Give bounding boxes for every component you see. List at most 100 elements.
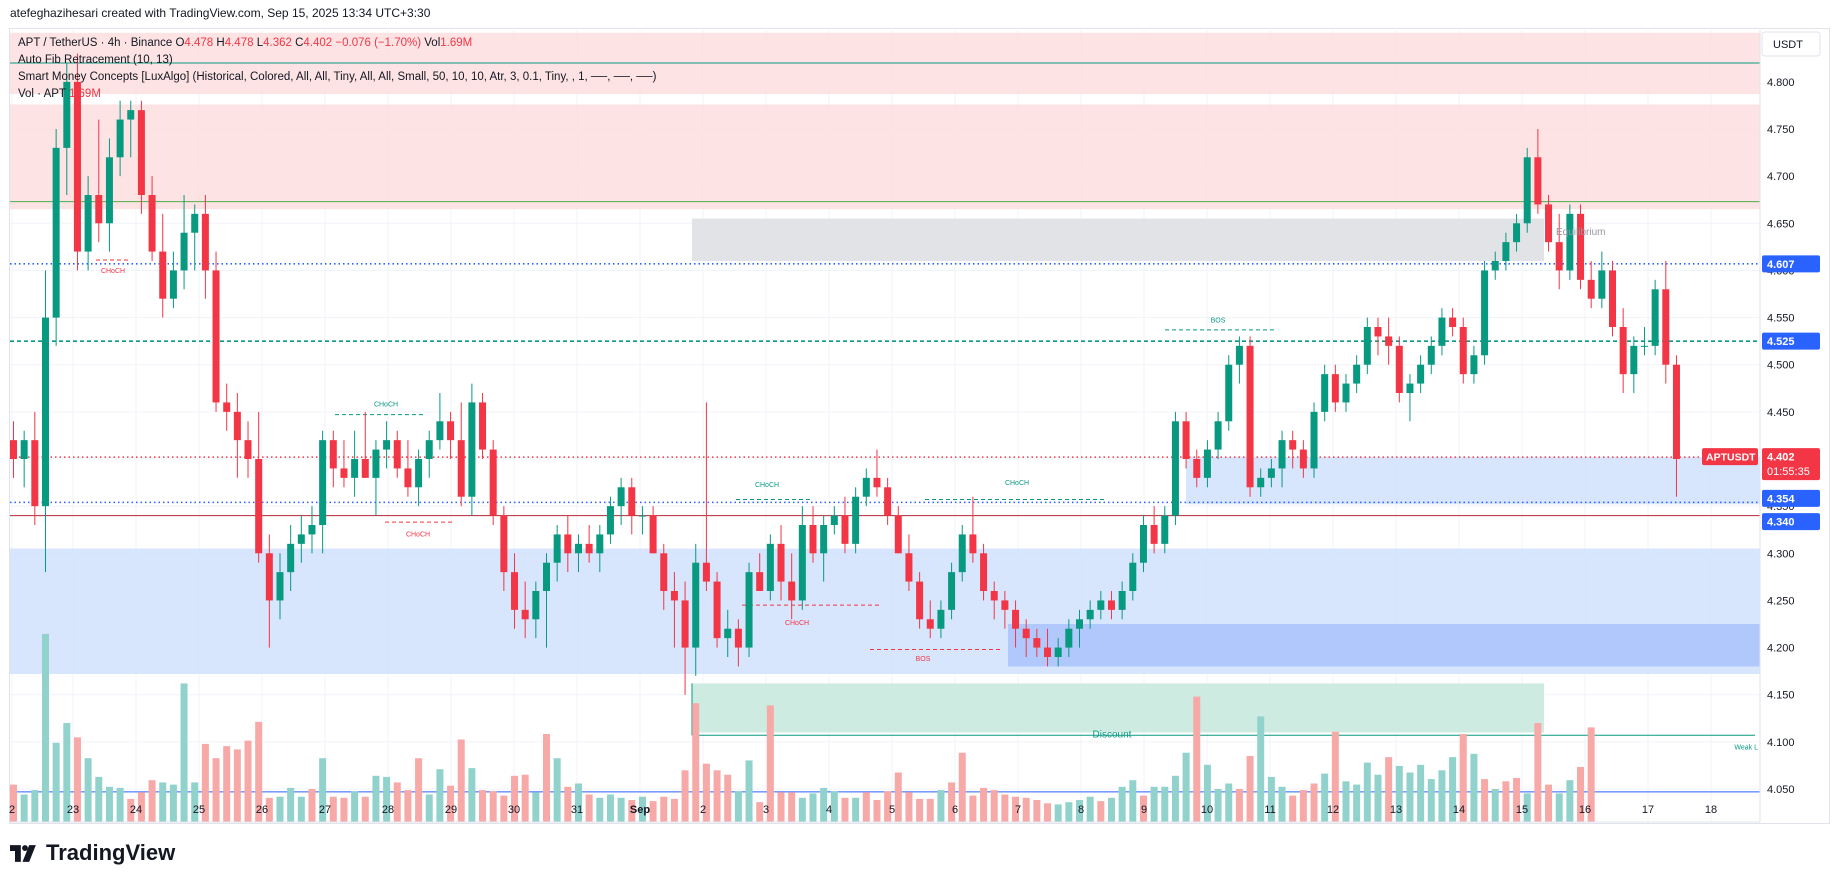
candle-body [553, 534, 561, 563]
volume-bar [468, 768, 476, 822]
volume-bar [606, 794, 614, 822]
volume-bar [798, 797, 806, 822]
volume-bar [852, 797, 860, 822]
candle-body [1033, 638, 1041, 648]
volume-bars [10, 633, 1595, 822]
candle-body [265, 553, 273, 601]
legend-open-label: O [175, 37, 185, 49]
candle-body [543, 562, 550, 591]
candle-body [1459, 327, 1467, 375]
candle-body [830, 515, 838, 525]
legend-symbol-row[interactable]: APT / TetherUS · 4h · Binance O4.478 H4.… [18, 35, 656, 52]
candle-body [297, 534, 305, 544]
candle-body [1171, 421, 1179, 516]
candle-body [340, 468, 348, 478]
candle-body [1086, 609, 1094, 620]
candle-body [159, 251, 167, 299]
volume-bar [830, 791, 838, 822]
candle-body [1129, 562, 1137, 591]
candle-body [1139, 525, 1147, 563]
volume-bar [905, 792, 913, 822]
candle-body [670, 591, 678, 601]
volume-bar [873, 800, 881, 822]
time-tick-label: 31 [571, 804, 583, 816]
legend-symbol[interactable]: APT / TetherUS · 4h · Binance [18, 37, 173, 49]
candle-body [1385, 336, 1393, 346]
volume-bar [500, 795, 508, 822]
candle-body [1427, 345, 1435, 365]
volume-bar [265, 797, 273, 822]
price-tick-label: 4.550 [1767, 313, 1795, 325]
candle-body [884, 487, 892, 516]
volume-bar [457, 739, 465, 822]
candle-body [916, 581, 924, 620]
volume-bar [212, 758, 220, 822]
candle-body [447, 421, 455, 441]
legend-volume-indicator[interactable]: Vol · APT 1.69M [18, 86, 656, 103]
time-tick-label: 26 [256, 804, 268, 816]
candle-body [276, 572, 284, 601]
legend-low: 4.362 [263, 37, 292, 49]
candle-body [1406, 383, 1414, 393]
candle-body [244, 440, 252, 459]
price-tag-label: 4.354 [1767, 493, 1795, 505]
tradingview-logo-icon [10, 844, 36, 862]
symbol-tag [1702, 448, 1758, 466]
volume-bar [244, 740, 252, 822]
candle-body [41, 317, 49, 507]
candle-body [148, 195, 156, 252]
candle-body [20, 440, 28, 459]
candle-body [756, 572, 764, 591]
candle-body [798, 525, 806, 601]
price-tick-label: 4.800 [1767, 77, 1795, 89]
candle-body [137, 110, 145, 195]
volume-bar [521, 774, 529, 822]
time-tick-label: 12 [1327, 804, 1339, 816]
legend-fib-indicator[interactable]: Auto Fib Retracement (10, 13) [18, 54, 173, 66]
candle-body [1054, 647, 1062, 657]
volume-bar [95, 776, 103, 822]
legend-smc-indicator[interactable]: Smart Money Concepts [LuxAlgo] (Historic… [18, 71, 657, 83]
candle-body [724, 628, 732, 639]
volume-bar [63, 723, 71, 822]
price-tag-label: 4.340 [1767, 517, 1795, 529]
volume-bar [52, 742, 60, 822]
volume-bar [1225, 783, 1233, 822]
candle-body [617, 487, 625, 507]
volume-bar [574, 783, 582, 822]
volume-bar [1523, 793, 1531, 822]
volume-bar [1214, 789, 1222, 822]
volume-bar [191, 782, 199, 822]
candle-body [948, 572, 956, 610]
candle-body [1363, 327, 1371, 365]
volume-bar [201, 743, 209, 822]
volume-bar [436, 769, 444, 822]
time-tick-label: 14 [1453, 804, 1465, 816]
tradingview-logo[interactable]: TradingView [10, 840, 175, 866]
candle-body [820, 525, 828, 554]
candle-body [1044, 647, 1052, 657]
candle-body [1587, 279, 1595, 299]
volume-bar [287, 787, 295, 822]
volume-bar [745, 760, 753, 822]
candle-body [180, 232, 188, 271]
price-tag [1762, 332, 1820, 350]
volume-bar [820, 787, 828, 822]
volume-bar [1417, 764, 1425, 822]
volume-bar [1555, 793, 1563, 822]
volume-bar [1459, 734, 1467, 822]
volume-bar [1193, 696, 1201, 822]
candle-body [169, 270, 177, 299]
candle-body [862, 477, 870, 497]
structure-lines [96, 259, 1274, 650]
volume-bar [180, 683, 188, 822]
premium-zone [10, 104, 1760, 210]
price-tag [1762, 489, 1820, 507]
candle-body [596, 534, 604, 554]
volume-bar [1065, 802, 1073, 822]
time-tick-label: 11 [1264, 804, 1275, 816]
volume-bar [1491, 789, 1499, 822]
candle-body [329, 440, 337, 469]
time-tick-label: 8 [1078, 804, 1084, 816]
